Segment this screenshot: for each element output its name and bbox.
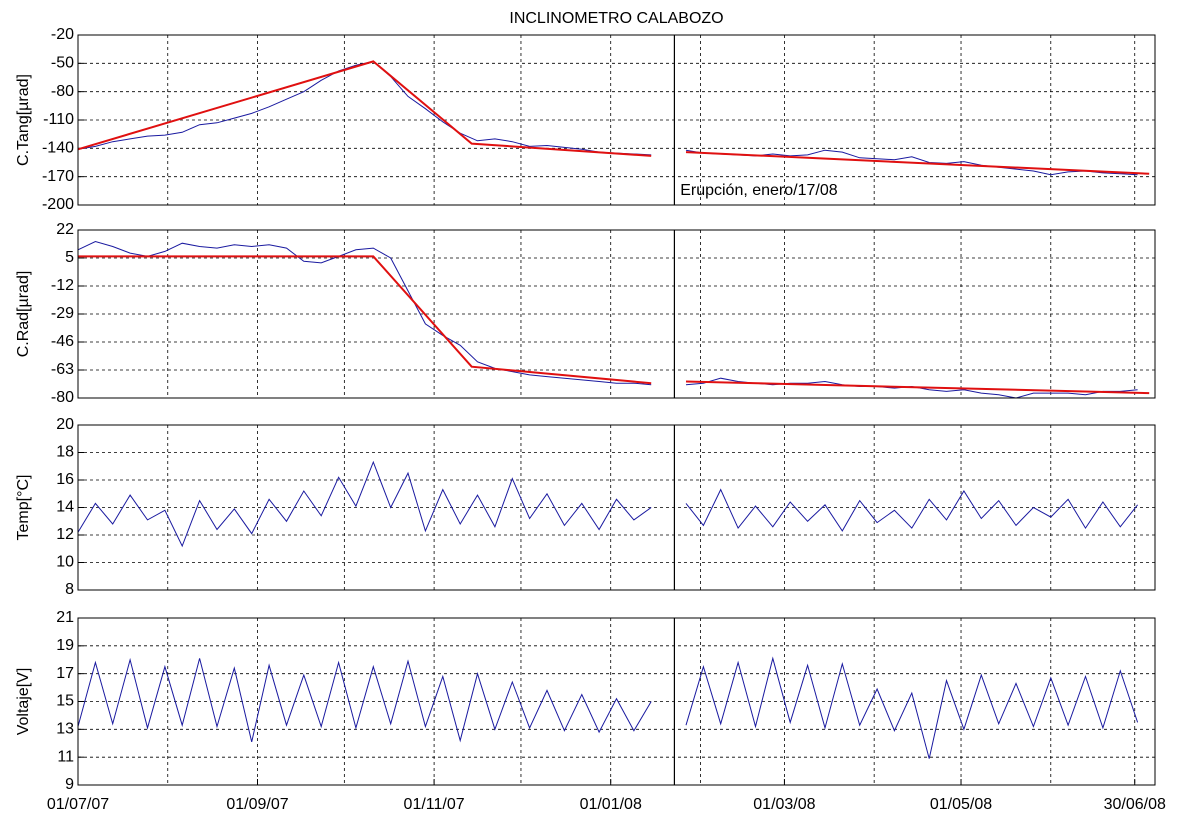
- y-tick-label: 13: [56, 721, 74, 738]
- y-tick-label: 12: [56, 526, 74, 543]
- y-tick-label: 14: [56, 499, 74, 516]
- plot-frame: [77, 424, 1156, 591]
- y-tick-label: -80: [51, 389, 74, 406]
- data-line: [77, 240, 1138, 399]
- data-line: [77, 656, 1139, 759]
- data-line: [77, 60, 1138, 176]
- y-tick-label: 11: [57, 748, 74, 765]
- y-tick-label: 5: [65, 249, 74, 266]
- y-tick-label: 10: [56, 554, 74, 571]
- data-line: [78, 255, 1150, 395]
- x-tick-label: 01/07/07: [47, 796, 109, 813]
- x-tick-label: 01/01/08: [580, 796, 642, 813]
- y-tick-label: 18: [56, 444, 74, 461]
- y-tick-label: -140: [42, 140, 74, 157]
- y-axis-label: C.Tang[µrad]: [15, 74, 32, 166]
- y-tick-label: 9: [65, 776, 74, 793]
- data-line: [77, 460, 1138, 548]
- y-tick-label: 21: [56, 609, 74, 626]
- plot-frame: [77, 229, 1156, 399]
- x-tick-label: 01/11/07: [404, 796, 465, 813]
- x-tick-label: 01/03/08: [753, 796, 815, 813]
- y-tick-label: 22: [56, 221, 74, 238]
- y-tick-label: -46: [51, 333, 74, 350]
- x-tick-label: 01/05/08: [930, 796, 992, 813]
- y-tick-label: -200: [42, 196, 74, 213]
- y-tick-label: -50: [51, 55, 74, 72]
- y-tick-label: 8: [65, 581, 74, 598]
- y-tick-label: -20: [51, 26, 74, 43]
- y-tick-label: 17: [56, 665, 74, 682]
- y-axis-label: Voltaje[V]: [15, 668, 32, 736]
- y-tick-label: 15: [56, 693, 74, 710]
- y-tick-label: -12: [51, 277, 74, 294]
- x-tick-label: 01/09/07: [226, 796, 288, 813]
- annotation: Erupción, enero/17/08: [680, 182, 838, 199]
- plot-frame: [77, 34, 1156, 206]
- y-axis-label: C.Rad[µrad]: [15, 271, 32, 358]
- data-line: [77, 60, 1150, 175]
- y-tick-label: 19: [56, 637, 74, 654]
- plot-frame: [77, 617, 1156, 786]
- y-axis-label: Temp[°C]: [15, 475, 32, 541]
- y-tick-label: -63: [51, 361, 74, 378]
- x-tick-label: 30/06/08: [1104, 796, 1166, 813]
- y-tick-label: -110: [43, 111, 74, 128]
- y-tick-label: 20: [56, 416, 74, 433]
- y-tick-label: -29: [51, 305, 74, 322]
- y-tick-label: -80: [51, 83, 74, 100]
- y-tick-label: -170: [42, 168, 74, 185]
- y-tick-label: 16: [56, 471, 74, 488]
- chart-title: INCLINOMETRO CALABOZO: [509, 10, 723, 27]
